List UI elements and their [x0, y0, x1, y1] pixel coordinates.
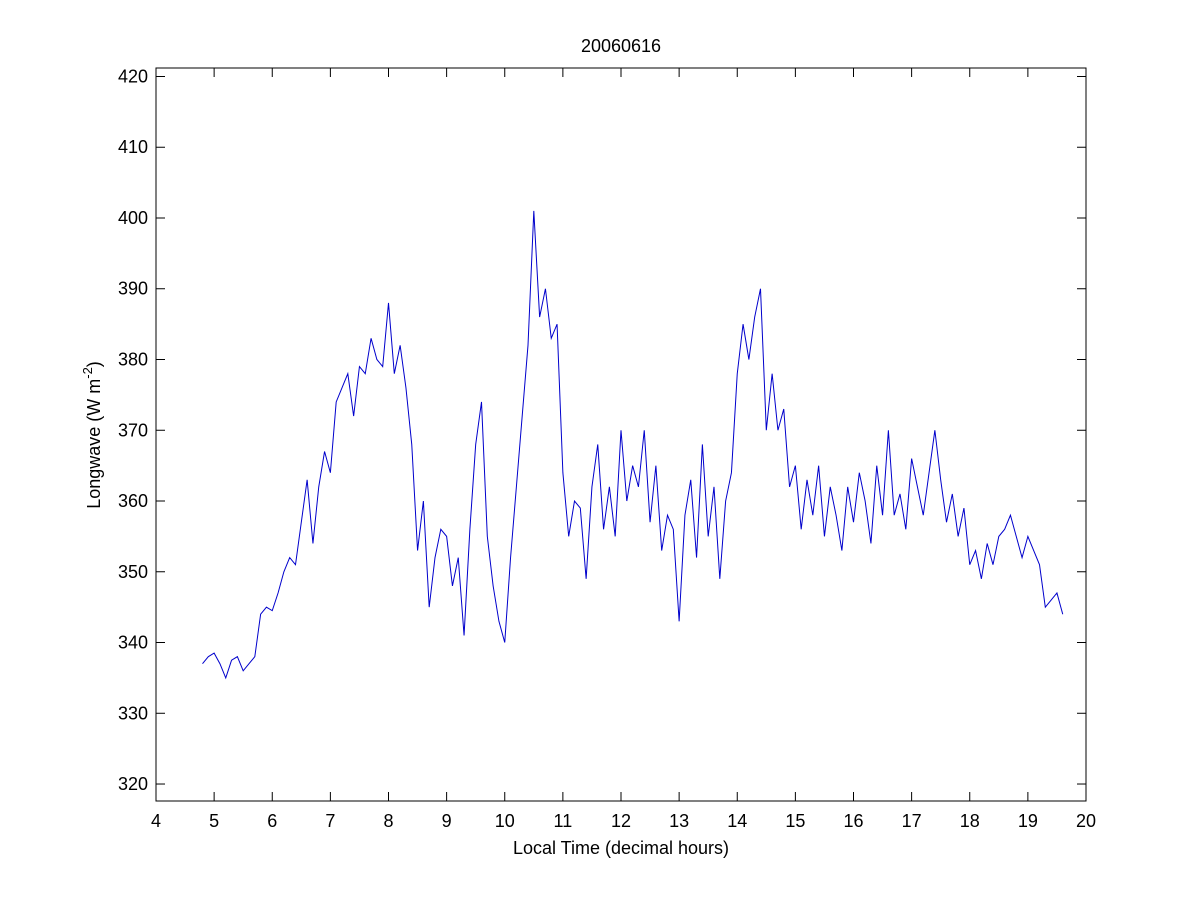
- x-tick-label: 20: [1076, 811, 1096, 831]
- x-tick-label: 14: [727, 811, 747, 831]
- x-tick-label: 16: [843, 811, 863, 831]
- y-tick-label: 370: [118, 420, 148, 440]
- y-tick-label: 360: [118, 491, 148, 511]
- y-axis-label-exponent: -2: [80, 367, 95, 379]
- x-tick-label: 17: [902, 811, 922, 831]
- y-tick-label: 320: [118, 774, 148, 794]
- x-tick-label: 13: [669, 811, 689, 831]
- x-tick-label: 5: [209, 811, 219, 831]
- x-tick-label: 9: [442, 811, 452, 831]
- x-axis-label: Local Time (decimal hours): [513, 838, 729, 858]
- x-tick-label: 4: [151, 811, 161, 831]
- x-tick-label: 7: [325, 811, 335, 831]
- data-line: [202, 210, 1064, 680]
- y-tick-label: 330: [118, 703, 148, 723]
- y-axis-label: Longwave (W m-2): [80, 361, 104, 509]
- x-tick-label: 8: [383, 811, 393, 831]
- y-tick-label: 390: [118, 279, 148, 299]
- chart-title: 20060616: [581, 36, 661, 56]
- y-tick-label: 350: [118, 562, 148, 582]
- x-tick-label: 15: [785, 811, 805, 831]
- y-tick-label: 340: [118, 633, 148, 653]
- x-tick-label: 11: [554, 811, 573, 831]
- y-tick-label: 380: [118, 350, 148, 370]
- y-tick-label: 420: [118, 66, 148, 86]
- y-axis-label-suffix: ): [84, 361, 104, 367]
- x-tick-label: 18: [960, 811, 980, 831]
- y-tick-label: 410: [118, 137, 148, 157]
- y-tick-label: 400: [118, 208, 148, 228]
- x-tick-label: 10: [495, 811, 515, 831]
- x-tick-label: 12: [611, 811, 631, 831]
- y-axis-label-text: Longwave (W m: [84, 379, 104, 509]
- x-tick-label: 6: [267, 811, 277, 831]
- x-tick-label: 19: [1018, 811, 1038, 831]
